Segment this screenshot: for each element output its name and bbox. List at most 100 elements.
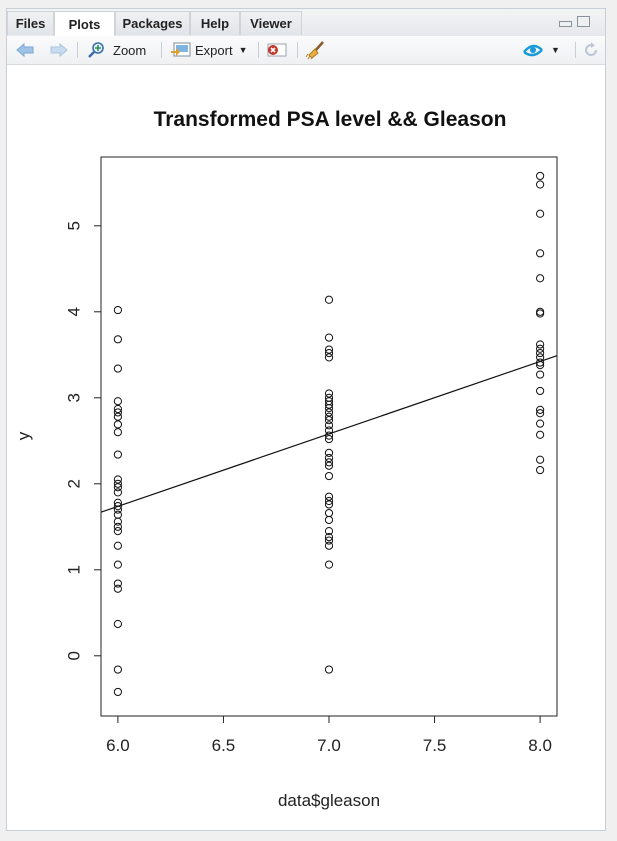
forward-arrow-icon xyxy=(50,42,68,58)
minimize-icon[interactable] xyxy=(559,21,572,27)
plot-area: Transformed PSA level && Gleason 6.0 6.5 7… xyxy=(7,65,607,830)
refresh-icon xyxy=(585,42,598,57)
data-point xyxy=(536,171,545,181)
maximize-icon[interactable] xyxy=(577,16,590,27)
data-point xyxy=(324,508,334,518)
x-axis: 6.0 6.5 7.0 7.5 8.0 xyxy=(106,716,552,755)
data-point xyxy=(324,500,334,509)
tab-plots[interactable]: Plots xyxy=(54,11,115,37)
x-axis-label: data$gleason xyxy=(278,791,380,810)
data-point xyxy=(113,305,122,315)
chevron-down-icon: ▼ xyxy=(551,45,560,55)
data-point xyxy=(324,389,334,398)
data-point xyxy=(113,584,122,593)
data-point xyxy=(113,527,122,536)
broom-icon xyxy=(305,41,324,60)
data-point xyxy=(324,348,334,358)
scatter-plot: Transformed PSA level && Gleason 6.0 6.5 7… xyxy=(14,108,558,810)
tab-packages[interactable]: Packages xyxy=(115,11,190,35)
data-point xyxy=(113,510,122,519)
data-point xyxy=(113,408,122,417)
zoom-label: Zoom xyxy=(113,42,147,58)
data-point xyxy=(113,517,122,526)
publish-menu[interactable]: ▼ xyxy=(521,36,560,64)
data-point xyxy=(324,404,334,413)
plot-frame xyxy=(100,156,558,717)
y-tick-label: 5 xyxy=(64,221,83,230)
y-tick-label: 1 xyxy=(64,565,83,574)
data-point xyxy=(324,458,334,467)
data-point xyxy=(324,448,334,457)
tab-help[interactable]: Help xyxy=(190,11,240,35)
data-point xyxy=(113,364,122,373)
data-point xyxy=(324,421,334,430)
remove-plot-button[interactable] xyxy=(266,36,288,64)
data-point xyxy=(536,348,545,358)
data-point xyxy=(324,536,334,545)
data-point xyxy=(113,335,122,344)
export-icon xyxy=(171,42,191,57)
back-button[interactable] xyxy=(15,36,35,64)
data-point xyxy=(113,397,122,406)
data-point xyxy=(536,344,545,353)
data-point xyxy=(113,560,122,569)
data-point xyxy=(113,488,122,497)
data-point xyxy=(113,522,122,531)
data-point xyxy=(113,687,122,697)
data-point xyxy=(324,434,334,444)
data-point xyxy=(536,340,545,349)
data-point xyxy=(536,180,545,189)
data-point xyxy=(324,527,334,536)
data-point xyxy=(324,541,334,550)
chevron-down-icon: ▼ xyxy=(238,45,248,55)
tab-viewer[interactable]: Viewer xyxy=(240,11,302,35)
data-point xyxy=(536,307,545,316)
y-axis-label: y xyxy=(14,431,33,440)
data-point xyxy=(324,345,334,354)
data-point xyxy=(536,405,545,414)
y-tick-label: 3 xyxy=(64,393,83,402)
y-tick-label: 0 xyxy=(64,651,83,660)
chart-title: Transformed PSA level && Gleason xyxy=(154,108,507,131)
data-point xyxy=(113,412,122,421)
data-point xyxy=(536,249,545,258)
plots-toolbar: Zoom Export ▼ xyxy=(7,36,605,65)
forward-button[interactable] xyxy=(49,36,69,64)
data-point xyxy=(536,386,545,396)
back-arrow-icon xyxy=(16,42,34,58)
data-point xyxy=(113,665,122,674)
data-point xyxy=(113,475,122,484)
x-tick-label: 6.5 xyxy=(212,736,236,755)
y-tick-label: 4 xyxy=(64,307,83,316)
data-point xyxy=(113,404,122,414)
data-point xyxy=(324,471,334,481)
x-tick-label: 6.0 xyxy=(106,736,130,755)
data-point xyxy=(536,274,545,283)
data-point xyxy=(113,479,122,488)
data-point xyxy=(113,420,122,429)
data-point xyxy=(536,419,545,428)
data-point xyxy=(324,408,334,417)
tab-files[interactable]: Files xyxy=(7,11,54,35)
export-menu[interactable]: Export ▼ xyxy=(170,36,248,64)
data-point xyxy=(324,492,334,501)
zoom-button[interactable]: Zoom xyxy=(87,36,146,64)
data-point xyxy=(536,430,545,439)
data-point xyxy=(113,502,122,511)
x-tick-label: 7.5 xyxy=(423,736,447,755)
clear-all-button[interactable] xyxy=(305,36,327,64)
data-point xyxy=(536,455,545,464)
data-point xyxy=(324,461,334,470)
refresh-button[interactable] xyxy=(582,36,600,64)
y-tick-label: 2 xyxy=(64,479,83,488)
data-point xyxy=(536,409,545,418)
data-point xyxy=(324,665,334,674)
data-point xyxy=(324,416,334,425)
data-point xyxy=(113,579,122,588)
data-point xyxy=(324,295,334,304)
remove-plot-icon xyxy=(267,43,287,57)
x-tick-label: 8.0 xyxy=(528,736,552,755)
data-point xyxy=(536,209,545,218)
data-point xyxy=(113,619,122,629)
data-point xyxy=(324,515,334,525)
